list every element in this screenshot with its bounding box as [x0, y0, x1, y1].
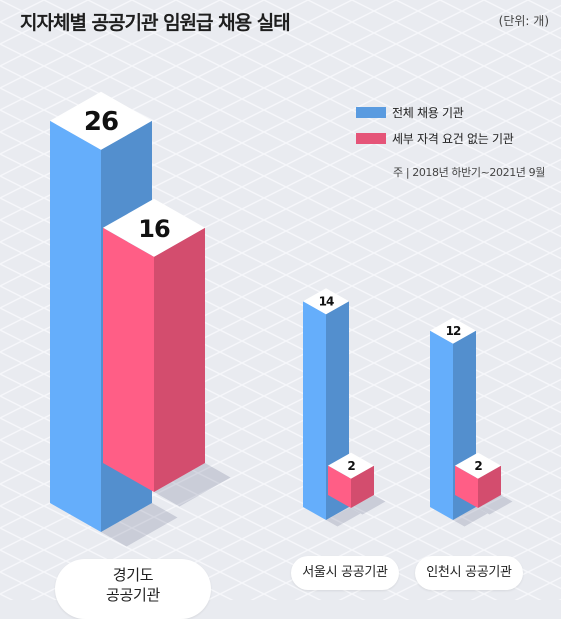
legend-label-total: 전체 채용 기관 [392, 106, 464, 120]
unit-label: (단위: 개) [498, 14, 549, 28]
value-label-incheon-total: 12 [446, 324, 461, 338]
value-label-seoul-no-requirements: 2 [347, 459, 355, 473]
category-label-gyeonggi-line1: 경기도 [112, 566, 154, 584]
value-label-seoul-total: 14 [319, 295, 334, 309]
value-label-gyeonggi-no-requirements: 16 [138, 215, 170, 243]
category-label-gyeonggi-line2: 공공기관 [105, 586, 160, 604]
legend-swatch-no-requirements [356, 133, 386, 144]
legend-label-no-requirements: 세부 자격 요건 없는 기관 [392, 132, 514, 146]
bar-gyeonggi-no-requirements [103, 198, 231, 507]
legend-item-total: 전체 채용 기관 [356, 104, 513, 121]
legend-item-no-requirements: 세부 자격 요건 없는 기관 [356, 130, 514, 147]
bar-incheon-no-requirements [455, 452, 513, 515]
category-label-gyeonggi: 경기도 공공기관 [55, 559, 211, 619]
category-label-incheon: 인천시 공공기관 [415, 556, 523, 590]
bar-chart: 26 16 14 2 12 2 [50, 91, 513, 547]
value-label-gyeonggi-total: 26 [84, 107, 118, 137]
bar-seoul-no-requirements [328, 452, 386, 515]
chart-title: 지자체별 공공기관 임원급 채용 실태 [20, 12, 291, 34]
legend: 전체 채용 기관 세부 자격 요건 없는 기관 [356, 104, 514, 156]
legend-swatch-total [356, 107, 386, 118]
category-label-seoul: 서울시 공공기관 [291, 556, 399, 590]
value-label-incheon-no-requirements: 2 [474, 459, 482, 473]
period-note: 주 | 2018년 하반기~2021년 9월 [393, 166, 545, 179]
